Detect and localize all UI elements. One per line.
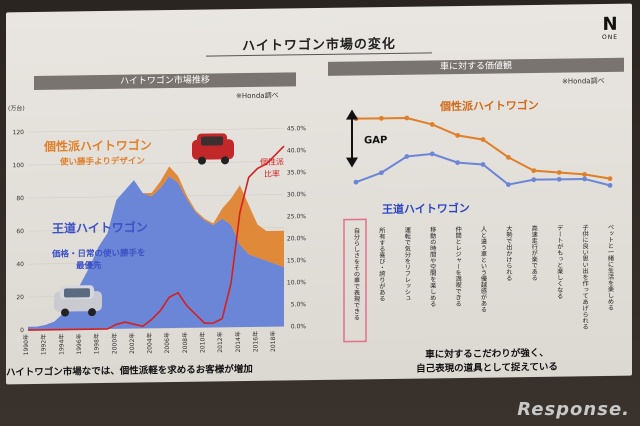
label-ratio-1: 個性派 bbox=[260, 156, 284, 166]
y2-tick-label: 10.0% bbox=[287, 279, 306, 286]
category-label: 仲間とレジャーを満喫できる bbox=[454, 225, 461, 306]
x-tick-label: 2002年 bbox=[128, 333, 136, 354]
y-tick-label: 120 bbox=[13, 129, 25, 136]
x-tick-label: 1996年 bbox=[75, 333, 83, 354]
label-kosei-wagon: 個性派ハイトワゴン bbox=[43, 137, 152, 154]
data-point bbox=[607, 176, 613, 182]
response-watermark: Response. bbox=[517, 399, 630, 420]
n-one-logo: N ONE bbox=[601, 13, 618, 42]
series-oudou-line bbox=[355, 152, 611, 187]
data-point bbox=[353, 179, 359, 185]
left-caption: ハイトワゴン市場なでは、個性派軽を求めるお客様が増加 bbox=[6, 363, 253, 379]
x-tick-label: 2014年 bbox=[234, 331, 242, 352]
y2-tick-label: 5.0% bbox=[291, 301, 307, 308]
data-point bbox=[379, 115, 384, 121]
data-point bbox=[582, 176, 588, 182]
x-tick-label: 2012年 bbox=[216, 331, 224, 352]
category-label: 人と違う車という優越感がある bbox=[480, 226, 487, 313]
data-point bbox=[607, 183, 613, 188]
category-label: 運転で気分をリフレッシュ bbox=[403, 227, 410, 302]
x-tick-label: 1994年 bbox=[57, 334, 65, 355]
y-tick-label: 60 bbox=[16, 228, 24, 235]
y2-tick-label: 25.0% bbox=[287, 213, 306, 220]
data-point bbox=[556, 170, 562, 175]
x-tick-label: 2000年 bbox=[110, 333, 118, 354]
y2-tick-label: 15.0% bbox=[287, 257, 306, 264]
label-oudou-wagon: 王道ハイトワゴン bbox=[52, 219, 148, 235]
y2-tick-label: 35.0% bbox=[287, 169, 306, 176]
data-point bbox=[455, 160, 461, 165]
series-ratio-line bbox=[28, 145, 285, 331]
category-label: 高速走行が楽である bbox=[530, 224, 537, 281]
data-point bbox=[582, 172, 588, 177]
data-point bbox=[506, 154, 511, 160]
y2-tick-label: 45.0% bbox=[287, 125, 306, 132]
category-label: 所有する喜び・誇りがある bbox=[378, 227, 385, 302]
x-tick-label: 1998年 bbox=[93, 333, 101, 354]
grid-line bbox=[28, 128, 284, 133]
category-label: 子供に良い思い出を作ってあげられる bbox=[581, 224, 588, 330]
y2-tick-label: 0.0% bbox=[291, 323, 307, 330]
x-tick-label: 2010年 bbox=[199, 332, 207, 353]
y-tick-label: 100 bbox=[13, 162, 25, 169]
market-area-chart: 0 20 40 60 80 100 120 0.0% 5.0% 10.0% 15.0% 20.0% 25… bbox=[8, 104, 307, 355]
category-label: デートがもっと楽しくなる bbox=[556, 224, 563, 299]
label-kosei-line: 個性派ハイトワゴン bbox=[439, 98, 539, 113]
x-tick-label: 2004年 bbox=[146, 332, 154, 353]
label-ratio-2: 比率 bbox=[264, 169, 280, 179]
data-point bbox=[556, 176, 562, 182]
right-caption: 車に対するこだわりが強く、 自己表現の道具として捉えている bbox=[362, 346, 612, 377]
data-point bbox=[429, 122, 435, 127]
x-tick-label: 1992年 bbox=[40, 334, 48, 355]
left-panel-header: ハイトワゴン市場推移 bbox=[34, 72, 296, 90]
category-label: ペットと一緒に生活を楽しめる bbox=[607, 224, 614, 311]
data-point bbox=[455, 132, 461, 138]
label-oudou-sub2: 最優先 bbox=[76, 260, 102, 271]
right-panel-header: 車に対する価値観 bbox=[328, 57, 624, 76]
data-point bbox=[531, 177, 537, 183]
y-tick-label: 40 bbox=[16, 261, 24, 268]
logo-main: N bbox=[602, 13, 618, 36]
x-tick-label: 1990年 bbox=[22, 334, 30, 355]
y2-tick-label: 40.0% bbox=[287, 147, 306, 154]
grid-line bbox=[28, 161, 284, 166]
category-label: 移動の時間や空間を楽しめる bbox=[429, 226, 436, 307]
y-axis-unit: (万台) bbox=[8, 104, 25, 112]
gap-label: GAP bbox=[364, 135, 387, 146]
data-point bbox=[480, 137, 486, 142]
logo-sub: ONE bbox=[601, 33, 618, 42]
right-caption-line2: 自己表現の道具として捉えている bbox=[416, 361, 558, 375]
data-point bbox=[404, 154, 410, 159]
y-tick-label: 80 bbox=[16, 195, 24, 202]
label-oudou-line: 王道ハイトワゴン bbox=[382, 201, 470, 216]
category-label: 大勢で出かけられる bbox=[505, 225, 512, 282]
data-point bbox=[429, 151, 435, 157]
y2-tick-label: 30.0% bbox=[287, 191, 306, 198]
silver-car-illustration bbox=[54, 285, 102, 317]
values-line-chart: 自分らしさをその車で表現できる 所有する喜び・誇りがある 運転で気分をリフレッシュ 移… bbox=[343, 98, 614, 343]
x-tick-label: 2006年 bbox=[163, 332, 171, 353]
data-point bbox=[531, 168, 537, 174]
x-tick-label: 2016年 bbox=[252, 331, 260, 352]
data-point bbox=[379, 170, 384, 176]
y-tick-label: 0 bbox=[20, 327, 24, 334]
y-tick-label: 20 bbox=[16, 294, 24, 301]
y2-tick-label: 20.0% bbox=[287, 235, 306, 242]
highlight-box bbox=[343, 218, 367, 343]
data-point bbox=[480, 162, 486, 167]
series-kosei-line bbox=[356, 116, 611, 180]
gap-arrow bbox=[346, 109, 358, 168]
slide: ハイトワゴン市場の変化 N ONE ハイトワゴン市場推移 ※Honda調べ 車に… bbox=[6, 3, 632, 385]
label-oudou-sub1: 価格・日常の使い勝手を bbox=[51, 247, 146, 259]
data-point bbox=[404, 115, 410, 121]
x-tick-label: 2018年 bbox=[269, 331, 277, 352]
data-point bbox=[506, 182, 511, 187]
category-label: 自分らしさをその車で表現できる bbox=[353, 227, 360, 321]
x-tick-label: 2008年 bbox=[181, 332, 189, 353]
red-car-illustration bbox=[192, 133, 234, 165]
label-kosei-sub: 使い勝手よりデザイン bbox=[59, 155, 145, 167]
